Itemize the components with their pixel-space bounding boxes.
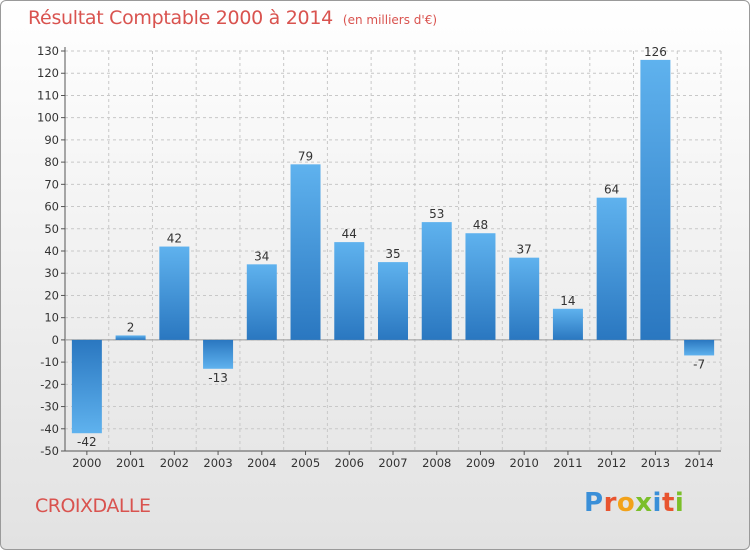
- data-label-2009: 48: [473, 218, 488, 232]
- y-tick-label: 100: [37, 111, 59, 125]
- data-label-2013: 126: [644, 45, 667, 59]
- data-label-2010: 37: [517, 243, 532, 257]
- y-tick-label: -50: [40, 444, 59, 458]
- bar-2007: [378, 262, 408, 340]
- data-label-2004: 34: [254, 249, 269, 263]
- y-tick-label: 20: [44, 288, 59, 302]
- axis-layer: -50 -40 -30 -20 -10 0 10 20 30 40 50 60 70 80 90 100 110…: [37, 44, 721, 470]
- y-tick-label: 60: [44, 200, 59, 214]
- bar-2009: [465, 233, 496, 340]
- y-tick-label: 80: [44, 155, 59, 169]
- y-tick-label: 70: [44, 177, 59, 191]
- bar-2010: [509, 257, 540, 340]
- proxiti-logo[interactable]: Proxiti: [584, 488, 684, 518]
- logo-letter: x: [635, 488, 653, 518]
- y-tick-label: 0: [52, 333, 59, 347]
- x-tick-label: 2004: [247, 456, 276, 470]
- bar-2008: [421, 222, 452, 340]
- y-tick-label: 90: [44, 133, 59, 147]
- x-tick-label: 2011: [553, 456, 582, 470]
- x-tick-label: 2010: [510, 456, 539, 470]
- logo-letter: r: [603, 488, 617, 518]
- x-tick-label: 2002: [160, 456, 189, 470]
- bar-2006: [334, 242, 365, 340]
- bar-layer: [71, 59, 715, 434]
- x-tick-label: 2013: [641, 456, 670, 470]
- title-block: Résultat Comptable 2000 à 2014 (en millie…: [28, 7, 437, 29]
- chart-title: Résultat Comptable 2000 à 2014: [28, 7, 333, 29]
- commune-name: CROIXDALLE: [35, 495, 151, 517]
- data-label-2011: 14: [560, 294, 575, 308]
- y-tick-label: 30: [44, 266, 59, 280]
- bar-2003: [203, 339, 234, 369]
- data-label-2003: -13: [208, 371, 228, 385]
- data-label-2006: 44: [342, 227, 357, 241]
- x-tick-label: 2012: [597, 456, 626, 470]
- bar-2004: [246, 264, 277, 340]
- y-tick-label: 50: [44, 222, 59, 236]
- y-tick-label: 130: [37, 44, 59, 58]
- logo-letter: o: [616, 488, 636, 518]
- bar-2001: [115, 335, 146, 340]
- logo-letter: P: [584, 488, 604, 518]
- logo-letter: t: [661, 488, 675, 518]
- data-label-2000: -42: [77, 435, 97, 449]
- bar-2002: [159, 246, 190, 340]
- x-tick-label: 2005: [291, 456, 320, 470]
- bar-2011: [552, 308, 583, 340]
- y-tick-label: 40: [44, 244, 59, 258]
- x-tick-label: 2009: [466, 456, 495, 470]
- y-tick-label: -20: [40, 377, 59, 391]
- y-tick-label: 110: [37, 88, 59, 102]
- bar-2012: [596, 197, 627, 340]
- x-tick-label: 2001: [116, 456, 145, 470]
- data-label-2008: 53: [429, 207, 444, 221]
- data-label-2001: 2: [127, 320, 135, 334]
- bar-2000: [71, 339, 102, 434]
- data-label-2012: 64: [604, 183, 619, 197]
- y-tick-label: -40: [40, 422, 59, 436]
- x-tick-label: 2008: [422, 456, 451, 470]
- x-tick-label: 2007: [378, 456, 407, 470]
- y-tick-label: -30: [40, 400, 59, 414]
- y-tick-label: 120: [37, 66, 59, 80]
- bar-2005: [290, 164, 321, 340]
- bar-2014: [684, 339, 715, 356]
- label-layer: -42 2 42 -13 34 79 44 35 53 48 37 14 64 126 -7: [77, 45, 705, 449]
- bar-2013: [640, 59, 671, 340]
- y-tick-label: 10: [44, 311, 59, 325]
- logo-letter: i: [652, 488, 662, 518]
- data-label-2007: 35: [385, 247, 400, 261]
- x-tick-label: 2003: [203, 456, 232, 470]
- y-tick-label: -10: [40, 355, 59, 369]
- logo-letter: i: [674, 488, 685, 518]
- data-label-2002: 42: [167, 232, 182, 246]
- data-label-2014: -7: [693, 357, 705, 371]
- x-tick-label: 2014: [684, 456, 713, 470]
- chart-subtitle: (en milliers d'€): [342, 13, 438, 27]
- x-tick-label: 2006: [335, 456, 364, 470]
- x-tick-label: 2000: [72, 456, 101, 470]
- data-label-2005: 79: [298, 149, 313, 163]
